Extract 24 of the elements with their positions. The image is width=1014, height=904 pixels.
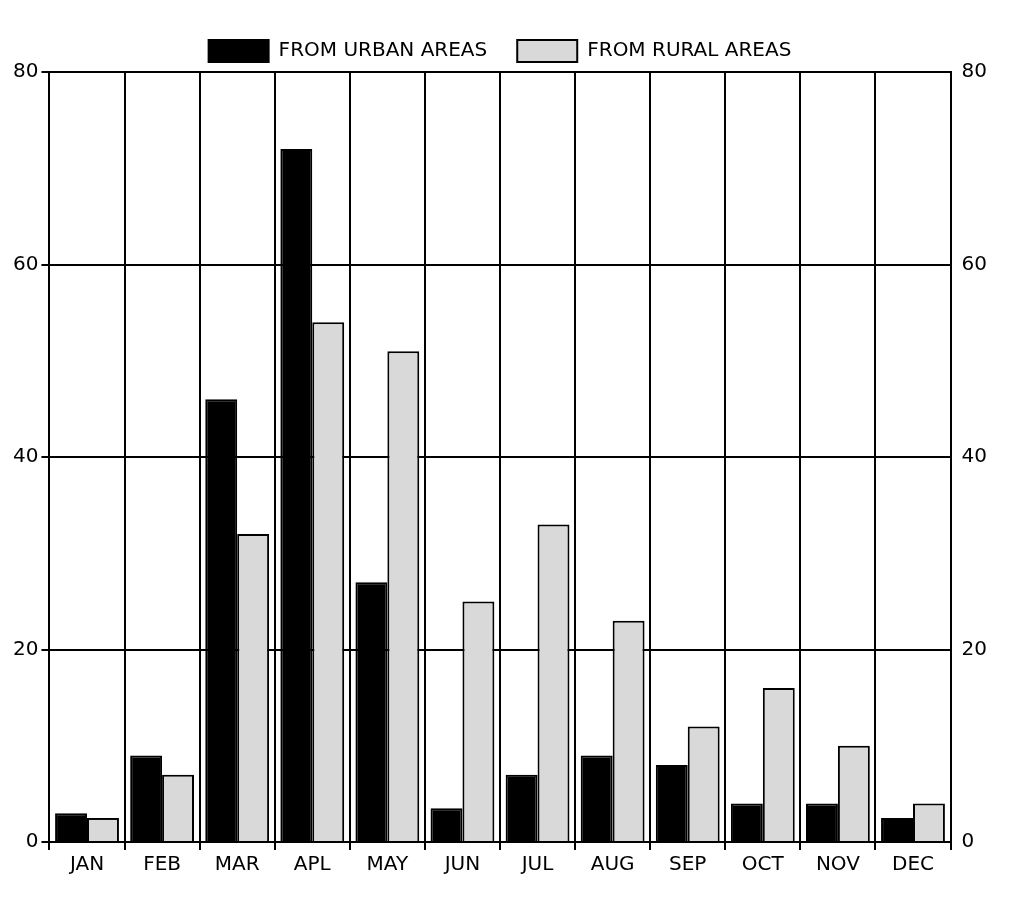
y-tick-label: 0 — [25, 828, 39, 853]
x-tick-label: OCT — [741, 851, 785, 876]
x-tick-label: JUL — [519, 851, 555, 876]
x-tick-label: FEB — [143, 851, 182, 876]
x-tick-label: DEC — [892, 851, 935, 876]
y-tick-label: 20 — [13, 635, 39, 660]
y2-tick-label: 40 — [961, 443, 987, 468]
y-tick-label: 40 — [13, 443, 39, 468]
x-tick-label: AUG — [590, 851, 635, 876]
y2-tick-label: 80 — [961, 58, 987, 83]
x-tick-label: MAY — [366, 851, 409, 876]
y-tick-label: 80 — [13, 58, 39, 83]
y-tick-label: 60 — [13, 250, 39, 275]
x-tick-label: NOV — [815, 851, 861, 876]
x-tick-label: MAR — [214, 851, 260, 876]
x-tick-label: JUN — [442, 851, 481, 876]
x-tick-label: APL — [293, 851, 332, 876]
y2-tick-label: 20 — [961, 635, 987, 660]
x-tick-label: SEP — [669, 851, 707, 876]
y2-tick-label: 0 — [961, 828, 975, 853]
legend-label: FROM URBAN AREAS — [278, 37, 488, 62]
x-tick-label: JAN — [67, 851, 105, 876]
y2-tick-label: 60 — [961, 250, 987, 275]
legend-label: FROM RURAL AREAS — [587, 37, 792, 62]
